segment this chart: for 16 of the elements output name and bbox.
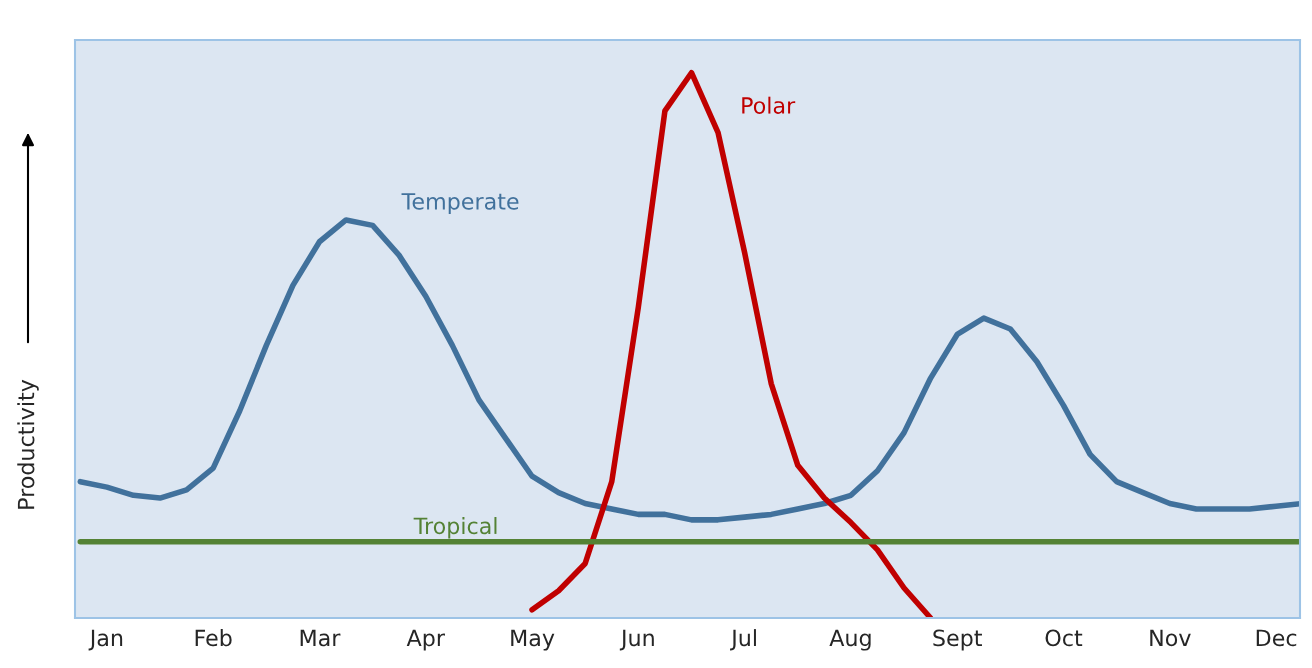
y-axis-title: Productivity	[17, 379, 39, 509]
x-tick-label: Jun	[619, 629, 654, 651]
x-tick-label: Oct	[1045, 629, 1083, 647]
x-tick-label: Apr	[406, 629, 445, 651]
x-tick-label: Feb	[195, 629, 232, 647]
series-label: Tropical	[413, 517, 497, 539]
x-tick-label: May	[511, 629, 555, 651]
x-tick-label: Jul	[730, 629, 756, 651]
x-tick-label: Mar	[300, 629, 341, 647]
x-tick-label: Dec	[1256, 629, 1297, 647]
series-label: Temperate	[401, 193, 519, 215]
x-tick-label: Jan	[88, 629, 123, 651]
x-tick-label: Nov	[1150, 629, 1191, 647]
x-tick-label: Sept	[933, 629, 982, 651]
x-tick-label: Aug	[829, 629, 871, 651]
series-label: Polar	[742, 96, 796, 114]
